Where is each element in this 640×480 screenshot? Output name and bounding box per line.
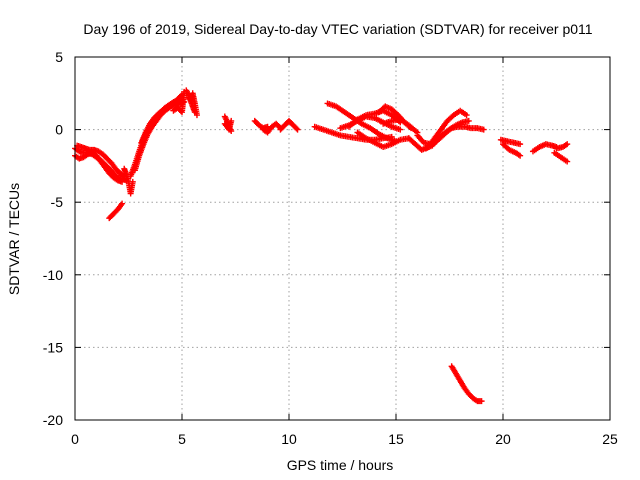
data-point — [397, 126, 404, 133]
x-tick-label: 15 — [388, 431, 404, 447]
series-trace-26 — [422, 123, 487, 152]
data-point — [517, 152, 524, 159]
series-trace-8 — [138, 99, 188, 146]
series-trace-16 — [277, 117, 301, 133]
data-point — [517, 141, 524, 148]
data-point — [463, 112, 470, 119]
y-tick-label: -10 — [43, 267, 63, 283]
series-trace-4 — [106, 200, 126, 222]
axis-ticks — [74, 56, 611, 421]
series-trace-28 — [497, 136, 524, 148]
y-tick-labels: 5 0 -5 -10 -15 -20 — [43, 49, 63, 428]
data-point — [193, 112, 200, 119]
data-point — [119, 200, 126, 207]
data-point — [478, 398, 485, 405]
x-tick-label: 10 — [281, 431, 297, 447]
series-trace-31 — [551, 149, 571, 165]
plot-frame — [74, 56, 611, 421]
data-point — [480, 126, 487, 133]
data-point — [564, 158, 571, 165]
series-trace-15 — [260, 120, 284, 136]
data-point — [293, 125, 300, 132]
series-trace-2 — [72, 149, 126, 185]
series-trace-32 — [553, 141, 571, 152]
series-trace-29 — [500, 141, 524, 159]
y-tick-label: -20 — [43, 412, 63, 428]
x-tick-label: 25 — [602, 431, 618, 447]
data-point — [465, 117, 472, 124]
x-tick-label: 5 — [178, 431, 186, 447]
data-point — [294, 126, 301, 133]
series-trace-3 — [74, 142, 128, 180]
series-trace-23 — [380, 116, 421, 136]
x-tick-label: 20 — [495, 431, 511, 447]
x-axis-label: GPS time / hours — [287, 457, 394, 473]
y-tick-label: 0 — [55, 122, 63, 138]
data-point — [119, 178, 126, 185]
series-trace-27 — [448, 363, 485, 405]
y-tick-label: -15 — [43, 339, 63, 355]
series-trace-13 — [221, 117, 235, 133]
series-trace-30 — [529, 141, 560, 155]
x-tick-labels: 0 5 10 15 20 25 — [71, 431, 618, 447]
grid-lines — [75, 57, 610, 420]
x-tick-label: 0 — [71, 431, 79, 447]
y-axis-label: SDTVAR / TECUs — [6, 183, 22, 295]
chart-title: Day 196 of 2019, Sidereal Day-to-day VTE… — [83, 21, 592, 37]
data-point — [564, 141, 571, 148]
data-point — [129, 178, 136, 185]
data-point — [228, 117, 235, 124]
y-tick-label: -5 — [51, 194, 64, 210]
series-trace-11 — [185, 90, 200, 119]
y-tick-label: 5 — [55, 49, 63, 65]
data-points — [72, 87, 571, 405]
